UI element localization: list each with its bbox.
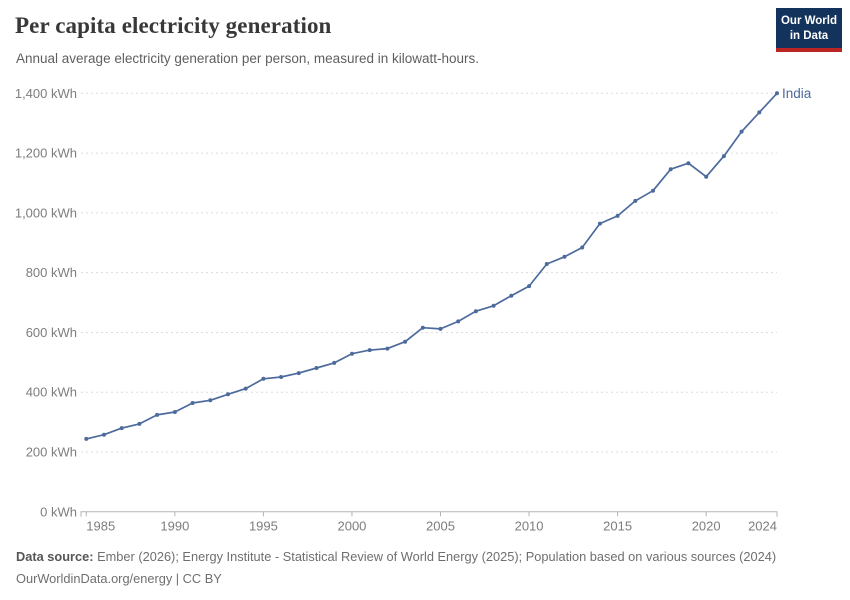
x-axis-tick-label: 2020 [692, 518, 721, 533]
data-source-text: Ember (2026); Energy Institute - Statist… [93, 549, 777, 564]
y-axis-tick-label: 600 kWh [26, 325, 77, 340]
y-axis-tick-label: 400 kWh [26, 385, 77, 400]
y-axis-tick-label: 200 kWh [26, 445, 77, 460]
data-point-2005[interactable] [438, 326, 443, 331]
data-point-2018[interactable] [668, 167, 673, 172]
data-point-1998[interactable] [314, 366, 319, 370]
data-point-2012[interactable] [562, 254, 567, 259]
y-axis-tick-label: 0 kWh [40, 504, 77, 519]
data-point-2009[interactable] [509, 293, 514, 298]
chart-subtitle: Annual average electricity generation pe… [16, 51, 480, 66]
x-axis-tick-label: 1990 [160, 518, 189, 533]
y-axis-tick-label: 800 kWh [26, 265, 77, 280]
data-point-1996[interactable] [279, 375, 284, 379]
data-point-1991[interactable] [190, 401, 195, 405]
data-point-2016[interactable] [633, 198, 638, 203]
data-point-2004[interactable] [420, 325, 425, 330]
data-point-2006[interactable] [456, 319, 461, 324]
data-point-2023[interactable] [757, 110, 762, 115]
data-point-2013[interactable] [580, 245, 585, 250]
data-point-1990[interactable] [172, 410, 177, 414]
data-point-1994[interactable] [243, 386, 248, 391]
owid-logo-line1: Our World [780, 15, 837, 27]
data-point-2008[interactable] [491, 303, 496, 308]
data-point-2020[interactable] [704, 174, 709, 179]
data-point-1989[interactable] [155, 412, 160, 417]
data-point-2011[interactable] [544, 262, 549, 266]
data-point-2003[interactable] [403, 339, 408, 344]
data-point-1993[interactable] [226, 392, 230, 397]
owid-logo[interactable]: Our World in Data [776, 8, 842, 53]
data-point-2015[interactable] [615, 213, 620, 218]
data-point-1987[interactable] [119, 426, 124, 431]
x-axis-line [80, 511, 778, 517]
data-point-2001[interactable] [367, 348, 372, 353]
data-point-2022[interactable] [739, 129, 744, 134]
y-axis-tick-label: 1,400 kWh [15, 86, 77, 101]
data-point-2014[interactable] [597, 221, 602, 226]
owid-logo-line2: in Data [789, 29, 829, 42]
x-axis-tick-label: 2015 [603, 518, 632, 533]
x-axis-tick-label: 2010 [515, 518, 544, 533]
data-point-2007[interactable] [473, 309, 478, 314]
data-point-2019[interactable] [686, 161, 691, 166]
x-axis-tick-label: 2024 [748, 518, 777, 533]
x-axis-tick-label: 1995 [249, 518, 278, 533]
data-point-1992[interactable] [208, 398, 213, 403]
data-point-2000[interactable] [350, 351, 354, 356]
chart-title: Per capita electricity generation [15, 13, 332, 38]
data-source-label: Data source: [16, 549, 94, 564]
data-point-2017[interactable] [651, 188, 655, 193]
data-point-2024[interactable] [775, 91, 779, 96]
data-point-2010[interactable] [527, 284, 532, 289]
data-point-2002[interactable] [385, 346, 390, 351]
data-point-1995[interactable] [261, 376, 266, 381]
x-axis-tick-label: 2000 [337, 518, 366, 533]
data-point-1986[interactable] [102, 432, 106, 437]
series-line-india[interactable] [85, 92, 778, 440]
x-axis-tick-label: 2005 [426, 518, 455, 533]
chart-footer: Data source: Ember (2026); Energy Instit… [16, 546, 838, 590]
y-axis-tick-label: 1,200 kWh [15, 146, 77, 161]
y-axis-tick-label: 1,000 kWh [15, 205, 77, 220]
data-point-1999[interactable] [332, 360, 337, 365]
entity-label-india[interactable]: India [782, 86, 812, 101]
data-point-2021[interactable] [721, 154, 726, 159]
data-point-1988[interactable] [137, 421, 142, 426]
data-point-1997[interactable] [296, 371, 301, 376]
x-axis-tick-label: 1985 [86, 518, 115, 533]
data-source-line: Data source: Ember (2026); Energy Instit… [16, 546, 838, 568]
data-point-1985[interactable] [84, 436, 89, 441]
footer-note[interactable]: OurWorldinData.org/energy | CC BY [16, 571, 222, 586]
